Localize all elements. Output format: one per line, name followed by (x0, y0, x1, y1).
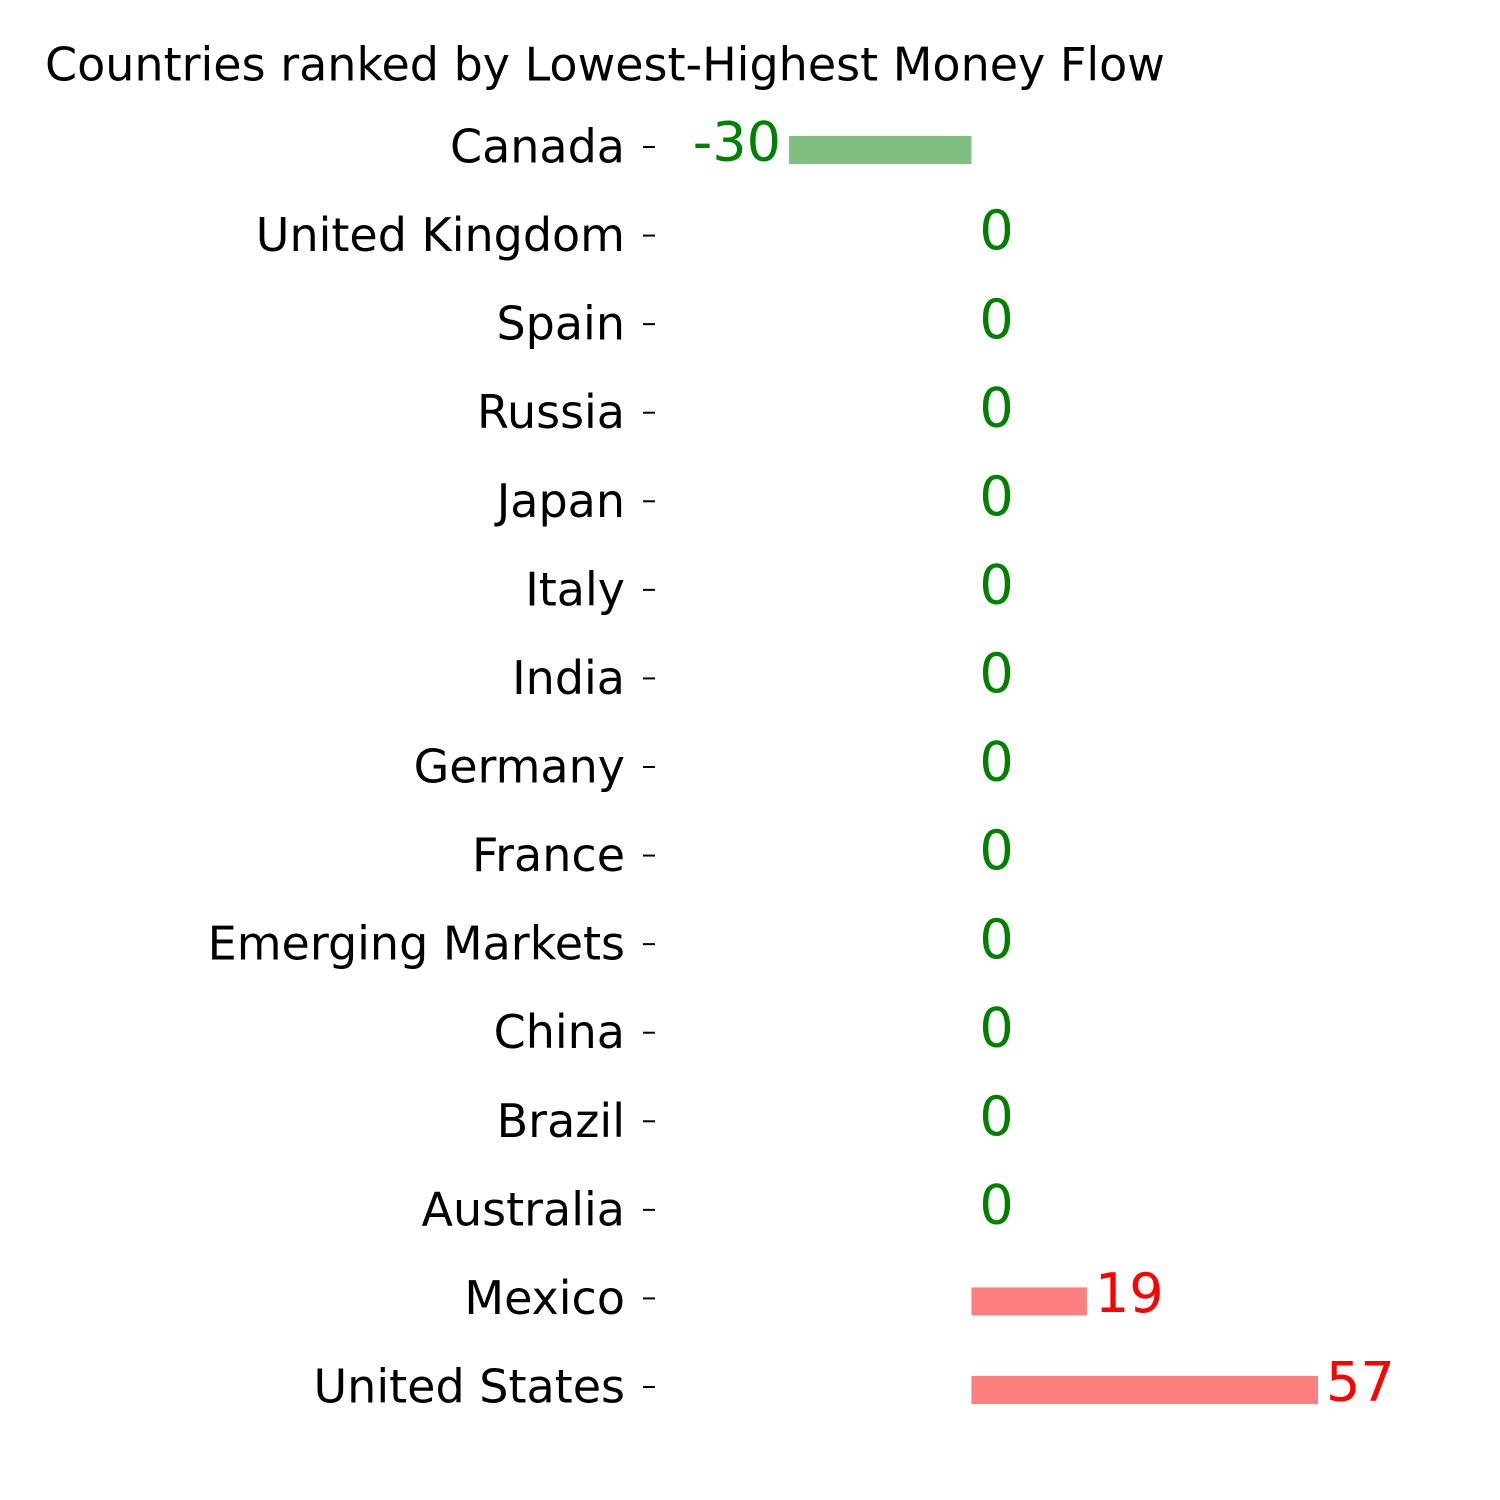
value-label: -30 (693, 111, 781, 174)
y-tick-label: Canada (450, 120, 625, 174)
y-tick-label: United Kingdom (256, 208, 625, 262)
value-label: 0 (979, 199, 1013, 262)
value-label: 57 (1326, 1351, 1395, 1414)
y-tick-label: Italy (525, 562, 625, 616)
y-tick-label: Emerging Markets (208, 917, 625, 971)
y-tick-label: India (512, 651, 625, 705)
value-label: 0 (979, 819, 1013, 882)
value-label: 0 (979, 465, 1013, 528)
value-label: 0 (979, 731, 1013, 794)
y-tick-label: Russia (477, 385, 625, 439)
value-label: 0 (979, 1085, 1013, 1148)
value-label: 0 (979, 642, 1013, 705)
y-tick-label: Germany (414, 740, 625, 794)
bar (971, 1287, 1087, 1316)
value-label: 0 (979, 908, 1013, 971)
y-tick-label: Japan (494, 474, 625, 528)
value-label: 0 (979, 996, 1013, 1059)
value-label: 19 (1095, 1262, 1164, 1325)
y-tick-label: Spain (496, 297, 625, 351)
value-label: 0 (979, 553, 1013, 616)
value-label: 0 (979, 1173, 1013, 1236)
y-tick-label: China (494, 1005, 625, 1059)
value-label: 0 (979, 376, 1013, 439)
y-tick-label: Brazil (497, 1094, 625, 1148)
y-tick-label: Mexico (464, 1271, 625, 1325)
chart-title: Countries ranked by Lowest-Highest Money… (45, 38, 1165, 92)
bar (971, 1376, 1318, 1404)
y-tick-label: United States (314, 1360, 626, 1414)
bar (789, 136, 972, 164)
y-tick-label: Australia (422, 1182, 625, 1236)
value-label: 0 (979, 288, 1013, 351)
y-tick-label: France (472, 828, 625, 882)
